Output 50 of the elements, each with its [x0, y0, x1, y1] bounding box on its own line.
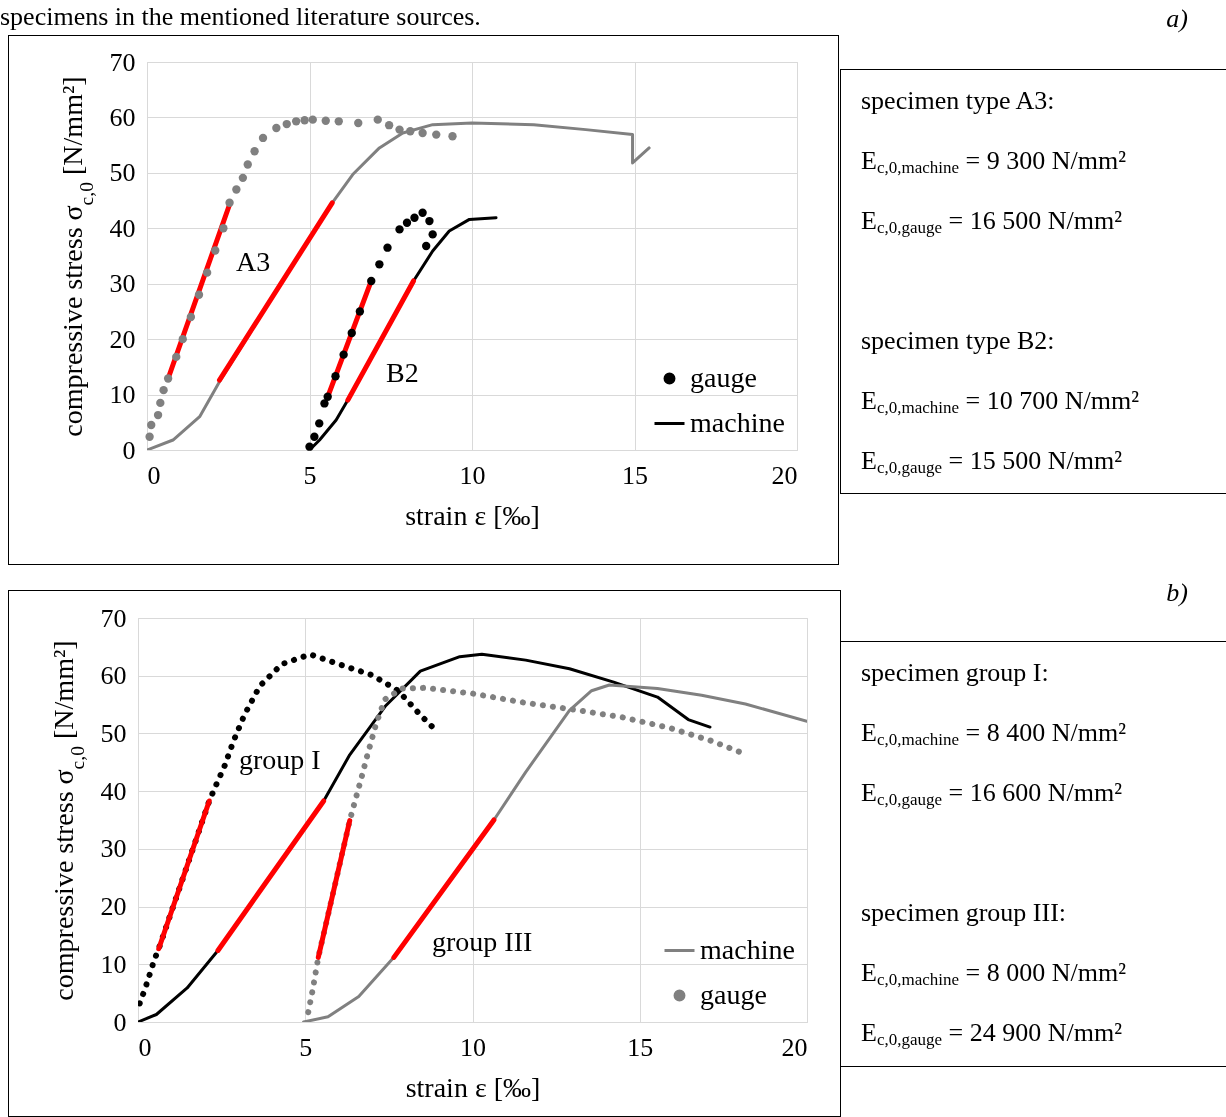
x-tick-label: 0 [147, 460, 161, 490]
y-tick-label: 0 [113, 1007, 127, 1037]
y-tick-label: 60 [109, 102, 136, 132]
text: specimen type A3: [861, 85, 1056, 117]
annotation: B2 [386, 357, 419, 389]
x-tick-label: 10 [460, 1032, 486, 1062]
x-tick-label: 5 [303, 460, 317, 490]
annotation: A3 [236, 246, 271, 278]
text: a) [1166, 4, 1188, 34]
y-tick-label: 50 [100, 718, 127, 748]
y-tick-label: 20 [100, 892, 127, 922]
y-tick-label: 10 [100, 949, 127, 979]
y-tick-label: 20 [109, 324, 136, 354]
y-tick-label: 0 [122, 435, 136, 465]
annotation: group I [239, 744, 321, 776]
text: specimen group I: [861, 657, 1050, 689]
y-tick-label: 70 [109, 47, 136, 77]
text: E$_{c,0,machine}$ = 8 400 N/mm² [861, 717, 1127, 751]
y-tick-label: 30 [100, 834, 127, 864]
legend-label: machine [690, 406, 785, 438]
legend-label: gauge [690, 361, 757, 393]
y-tick-label: 10 [109, 380, 136, 410]
text: E$_{c,0,machine}$ = 9 300 N/mm² [861, 145, 1127, 179]
x-tick-label: 10 [459, 460, 486, 490]
x-tick-label: 5 [299, 1032, 313, 1062]
y-tick-label: 60 [100, 661, 127, 691]
y-tick-label: 70 [100, 603, 127, 633]
text: specimen type B2: [861, 325, 1056, 357]
y-tick-label: 40 [100, 776, 127, 806]
text: b) [1166, 578, 1188, 608]
x-tick-label: 20 [771, 460, 798, 490]
annotation: group III [432, 926, 533, 958]
text: E$_{c,0,gauge}$ = 16 600 N/mm² [861, 777, 1123, 811]
x-axis-title: strain ε [‰] [405, 1071, 541, 1103]
y-tick-label: 30 [109, 269, 136, 299]
x-axis-title: strain ε [‰] [405, 499, 540, 531]
text: specimens in the mentioned literature sources. [0, 2, 481, 32]
text: E$_{c,0,gauge}$ = 24 900 N/mm² [861, 1017, 1123, 1051]
legend-label: gauge [700, 978, 767, 1010]
legend-label: machine [700, 933, 795, 965]
x-tick-label: 15 [622, 460, 648, 490]
text: E$_{c,0,machine}$ = 8 000 N/mm² [861, 957, 1127, 991]
x-tick-label: 15 [627, 1032, 654, 1062]
x-tick-label: 20 [781, 1032, 808, 1062]
y-tick-label: 50 [109, 158, 136, 188]
text: E$_{c,0,machine}$ = 10 700 N/mm² [861, 385, 1140, 419]
y-tick-label: 40 [109, 213, 136, 243]
text: specimen group III: [861, 897, 1068, 929]
text: E$_{c,0,gauge}$ = 16 500 N/mm² [861, 205, 1123, 239]
text: E$_{c,0,gauge}$ = 15 500 N/mm² [861, 445, 1123, 479]
